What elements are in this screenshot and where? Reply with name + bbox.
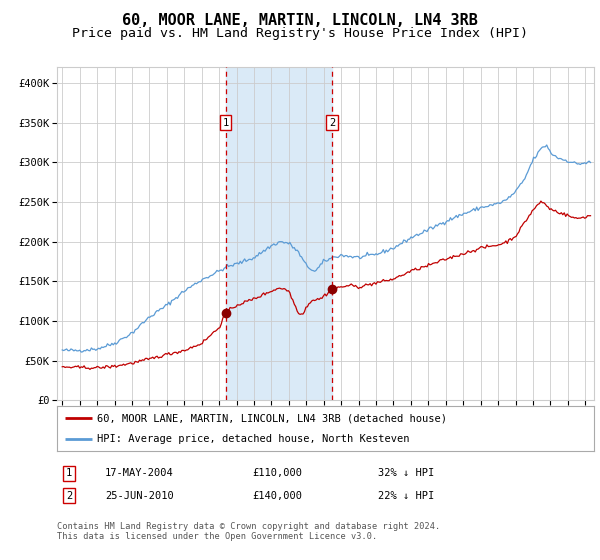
Text: HPI: Average price, detached house, North Kesteven: HPI: Average price, detached house, Nort… (97, 433, 410, 444)
Text: Price paid vs. HM Land Registry's House Price Index (HPI): Price paid vs. HM Land Registry's House … (72, 27, 528, 40)
Text: 32% ↓ HPI: 32% ↓ HPI (378, 468, 434, 478)
Text: Contains HM Land Registry data © Crown copyright and database right 2024.
This d: Contains HM Land Registry data © Crown c… (57, 522, 440, 542)
Text: 17-MAY-2004: 17-MAY-2004 (105, 468, 174, 478)
Text: £110,000: £110,000 (252, 468, 302, 478)
Text: 22% ↓ HPI: 22% ↓ HPI (378, 491, 434, 501)
Text: 2: 2 (329, 118, 335, 128)
Text: 2: 2 (66, 491, 72, 501)
Text: 1: 1 (223, 118, 229, 128)
Text: 60, MOOR LANE, MARTIN, LINCOLN, LN4 3RB: 60, MOOR LANE, MARTIN, LINCOLN, LN4 3RB (122, 13, 478, 29)
Text: 60, MOOR LANE, MARTIN, LINCOLN, LN4 3RB (detached house): 60, MOOR LANE, MARTIN, LINCOLN, LN4 3RB … (97, 413, 447, 423)
Text: 1: 1 (66, 468, 72, 478)
Bar (226, 67, 332, 400)
Text: 25-JUN-2010: 25-JUN-2010 (105, 491, 174, 501)
Text: £140,000: £140,000 (252, 491, 302, 501)
